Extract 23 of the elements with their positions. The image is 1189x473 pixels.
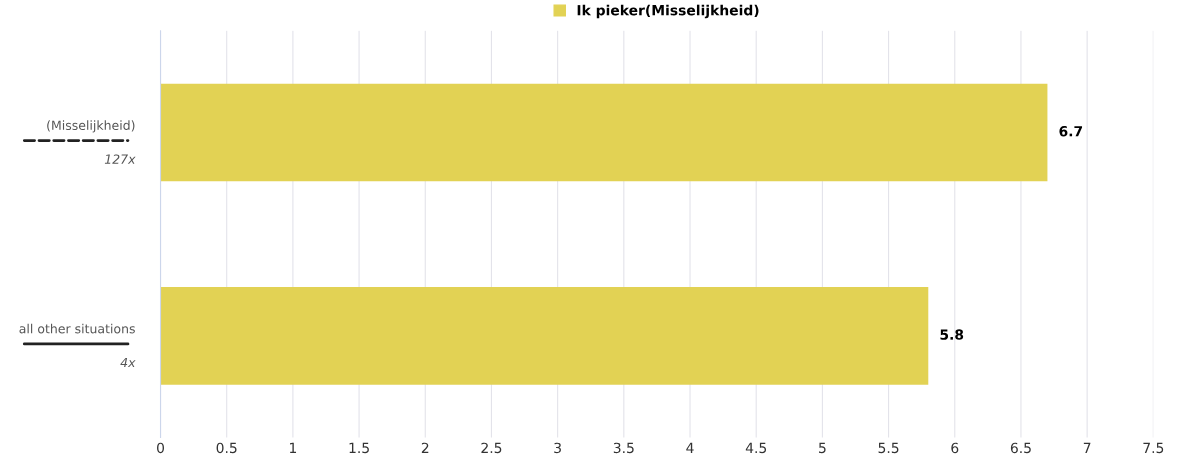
text: 4x <box>120 357 136 368</box>
y-tick-label: all other situations <box>19 323 135 334</box>
y-tick-label: (Misselijkheid) <box>47 120 135 133</box>
x-tick-label: 1.5 <box>349 442 369 454</box>
x-tick-label: 5 <box>819 442 826 454</box>
x-tick-label: 5.5 <box>878 442 899 454</box>
x-tick-label: 0.5 <box>216 442 237 454</box>
x-tick-label: 3 <box>554 442 561 454</box>
x-tick-label: 4.5 <box>745 442 767 454</box>
x-tick-label: 0 <box>157 442 165 454</box>
x-tick-label: 6 <box>951 442 959 454</box>
x-tick-label: 7 <box>1083 442 1091 453</box>
x-tick-label: 6.5 <box>1010 442 1031 454</box>
data-label: 5.8 <box>940 329 964 340</box>
legend-label: Ik pieker(Misselijkheid) <box>577 4 759 19</box>
text: 127x <box>104 154 136 164</box>
x-tick-label: 4 <box>686 442 694 453</box>
x-tick-label: 2 <box>421 442 429 453</box>
x-tick-label: 3.5 <box>613 442 634 454</box>
x-tick-label: 7.5 <box>1143 442 1164 454</box>
data-label: 6.7 <box>1059 125 1083 137</box>
x-tick-label: 1 <box>290 442 297 453</box>
x-tick-label: 2.5 <box>481 442 502 454</box>
